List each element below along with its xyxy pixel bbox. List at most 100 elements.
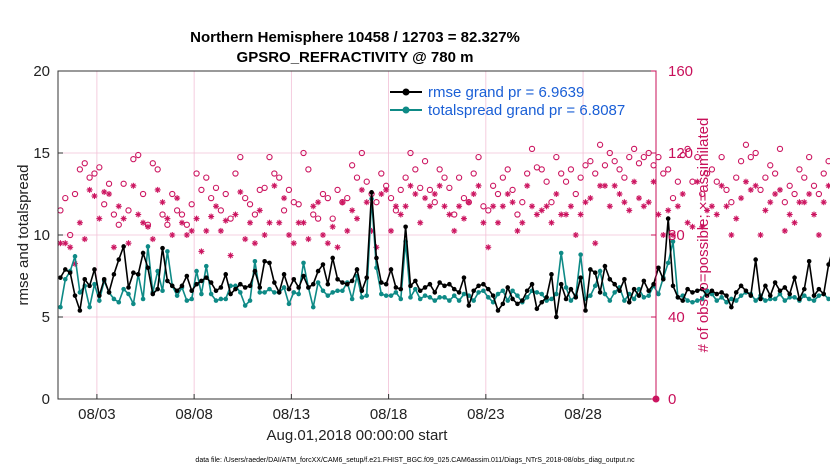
- y-axis-label: rmse and totalspread: [15, 165, 32, 306]
- assimilated-obs-point: [305, 236, 312, 243]
- rmse-point: [272, 280, 277, 285]
- assimilated-obs-point: [553, 191, 560, 197]
- assimilated-obs-point: [684, 219, 691, 226]
- assimilated-obs-point: [689, 223, 696, 230]
- rmse-point: [427, 281, 433, 287]
- possible-obs-point: [164, 221, 171, 228]
- assimilated-obs-point: [149, 236, 156, 243]
- rmse-point: [306, 285, 311, 290]
- spread-point: [485, 295, 491, 300]
- spread-point: [432, 298, 438, 303]
- assimilated-obs-point: [86, 186, 93, 193]
- possible-obs-point: [110, 211, 118, 218]
- spread-point: [568, 298, 574, 303]
- rmse-point: [364, 275, 370, 280]
- possible-obs-point: [528, 145, 536, 153]
- rmse-point: [126, 285, 131, 290]
- assimilated-obs-point: [665, 207, 672, 214]
- y-tick-label-20: 20: [33, 63, 50, 80]
- possible-obs-point: [441, 174, 448, 181]
- assimilated-obs-point: [811, 211, 818, 218]
- assimilated-obs-point: [290, 240, 297, 247]
- rmse-point: [748, 293, 754, 298]
- rmse-point: [558, 281, 564, 287]
- rmse-point: [704, 293, 710, 298]
- assimilated-obs-point: [694, 178, 701, 185]
- rmse-point: [281, 272, 287, 277]
- possible-obs-point: [509, 186, 516, 194]
- assimilated-obs-point: [436, 182, 443, 189]
- spread-point: [729, 296, 734, 302]
- possible-obs-point: [261, 184, 268, 191]
- assimilated-obs-point: [456, 203, 463, 210]
- spread-point: [505, 298, 511, 303]
- possible-obs-point: [810, 182, 818, 189]
- rmse-point: [286, 286, 292, 292]
- assimilated-obs-point: [660, 232, 667, 238]
- rmse-point: [816, 286, 822, 292]
- rmse-point: [233, 286, 238, 292]
- rmse-point: [257, 285, 263, 290]
- assimilated-obs-point: [762, 207, 769, 214]
- spread-point: [704, 288, 710, 294]
- assimilated-obs-point: [178, 219, 185, 226]
- assimilated-obs-point: [713, 211, 720, 218]
- assimilated-obs-point: [300, 219, 307, 226]
- rmse-point: [432, 290, 438, 295]
- assimilated-obs-point: [533, 211, 540, 218]
- assimilated-obs-point: [767, 199, 774, 206]
- legend-marker-spread: [402, 106, 410, 114]
- possible-obs-point: [227, 215, 234, 222]
- rmse-point: [806, 258, 812, 264]
- x-tick-label-4: 08/23: [467, 406, 505, 423]
- spread-point: [656, 291, 661, 297]
- assimilated-obs-point: [130, 182, 137, 189]
- rmse-point: [787, 291, 792, 297]
- rmse-point: [641, 278, 647, 284]
- possible-obs-point: [222, 190, 229, 198]
- possible-obs-point: [616, 166, 623, 173]
- possible-obs-point: [130, 155, 137, 163]
- rmse-point: [87, 283, 92, 289]
- spread-point: [301, 260, 306, 266]
- rmse-point: [169, 283, 175, 289]
- spread-point: [792, 295, 797, 300]
- possible-obs-point: [582, 162, 589, 169]
- rmse-point: [772, 280, 778, 285]
- assimilated-obs-point: [738, 195, 745, 202]
- assimilated-obs-point: [281, 195, 288, 202]
- spread-point: [442, 295, 447, 300]
- assimilated-obs-point: [631, 178, 638, 185]
- y-tick-label-0: 0: [42, 391, 50, 408]
- assimilated-obs-point: [723, 203, 730, 210]
- possible-obs-point: [417, 184, 424, 191]
- possible-obs-point: [514, 211, 521, 218]
- possible-obs-point: [596, 141, 604, 148]
- assimilated-obs-point: [217, 227, 224, 234]
- possible-obs-point: [266, 153, 273, 161]
- assimilated-obs-point: [310, 203, 317, 210]
- assimilated-obs-point: [344, 227, 351, 234]
- possible-obs-point: [635, 160, 643, 167]
- possible-obs-point: [232, 170, 239, 177]
- rmse-point: [359, 288, 365, 294]
- rmse-point: [101, 276, 107, 282]
- y2-tick-label-40: 40: [668, 309, 685, 326]
- rmse-point: [767, 293, 773, 298]
- assimilated-obs-point: [232, 211, 239, 218]
- spread-point: [242, 303, 248, 308]
- rmse-point: [203, 275, 209, 280]
- possible-obs-point: [679, 151, 686, 159]
- rmse-point: [92, 267, 97, 272]
- assimilated-obs-point: [256, 207, 263, 214]
- rmse-point: [563, 296, 569, 302]
- assimilated-obs-point: [635, 195, 642, 202]
- possible-obs-point: [125, 207, 132, 214]
- possible-obs-point: [805, 153, 813, 161]
- spread-point: [286, 301, 292, 307]
- rmse-point: [165, 278, 170, 284]
- assimilated-obs-point: [324, 240, 331, 247]
- rmse-point: [262, 258, 267, 264]
- possible-obs-point: [480, 203, 487, 210]
- rmse-point: [184, 273, 190, 279]
